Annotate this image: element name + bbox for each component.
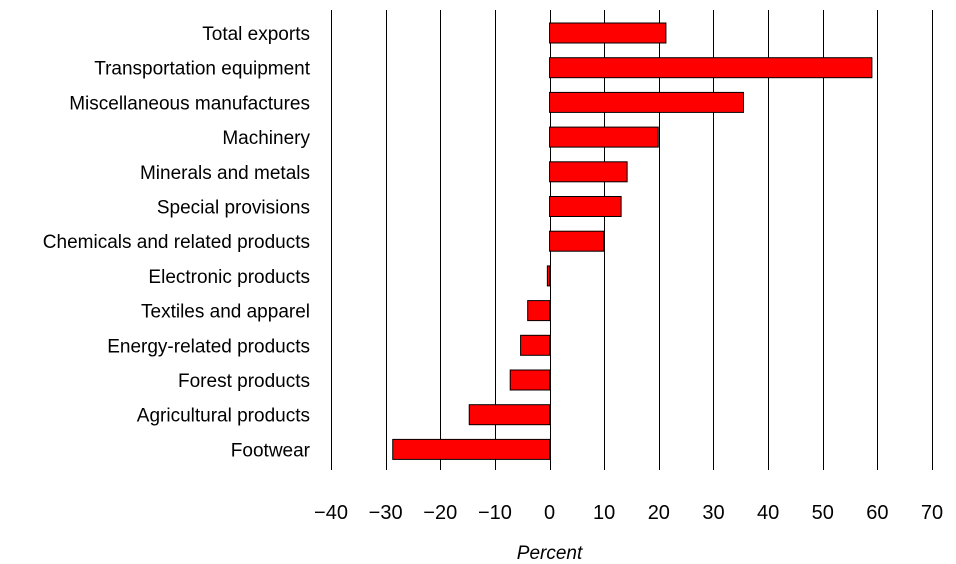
bar: [549, 57, 873, 79]
x-tick-label: 20: [648, 502, 670, 524]
bar: [549, 91, 745, 113]
x-tick-label: 30: [702, 502, 724, 524]
x-tick-label: −10: [478, 502, 512, 524]
category-label: Chemicals and related products: [43, 232, 310, 253]
category-labels: Total exports Transportation equipment Mis…: [43, 24, 311, 461]
x-tick-label: 40: [757, 502, 779, 524]
category-label: Transportation equipment: [94, 59, 311, 80]
category-label: Footwear: [231, 440, 311, 461]
bar: [549, 161, 628, 183]
bar: [549, 196, 622, 217]
x-tick-label: −30: [369, 502, 403, 524]
category-label: Machinery: [222, 128, 310, 149]
category-label: Minerals and metals: [140, 163, 310, 184]
bar: [549, 22, 667, 44]
bar: [546, 265, 551, 287]
category-label: Miscellaneous manufactures: [69, 93, 310, 114]
category-label: Energy-related products: [107, 336, 310, 357]
x-tick-labels: −40 −30 −20 −10 0 10 20 30 40 50 60 70: [314, 502, 943, 524]
bar: [509, 369, 551, 391]
bar: [520, 334, 551, 356]
x-tick-label: 60: [866, 502, 888, 524]
x-tick-label: 0: [544, 502, 555, 524]
x-tick-label: 50: [812, 502, 834, 524]
category-label: Agricultural products: [137, 406, 310, 427]
bars: [392, 22, 873, 460]
bar: [468, 404, 551, 426]
x-tick-label: −20: [423, 502, 457, 524]
x-axis-title: Percent: [517, 543, 583, 564]
category-label: Forest products: [178, 371, 310, 392]
category-label: Textiles and apparel: [141, 302, 310, 323]
bar: [549, 230, 605, 252]
category-label: Electronic products: [148, 267, 310, 288]
bar: [549, 126, 659, 148]
bar: [392, 438, 551, 460]
bar: [527, 300, 551, 322]
gridlines: [331, 10, 933, 470]
x-tick-label: 10: [593, 502, 615, 524]
x-tick-label: −40: [314, 502, 348, 524]
x-tick-label: 70: [921, 502, 943, 524]
category-label: Special provisions: [157, 198, 310, 219]
category-label: Total exports: [202, 24, 310, 45]
